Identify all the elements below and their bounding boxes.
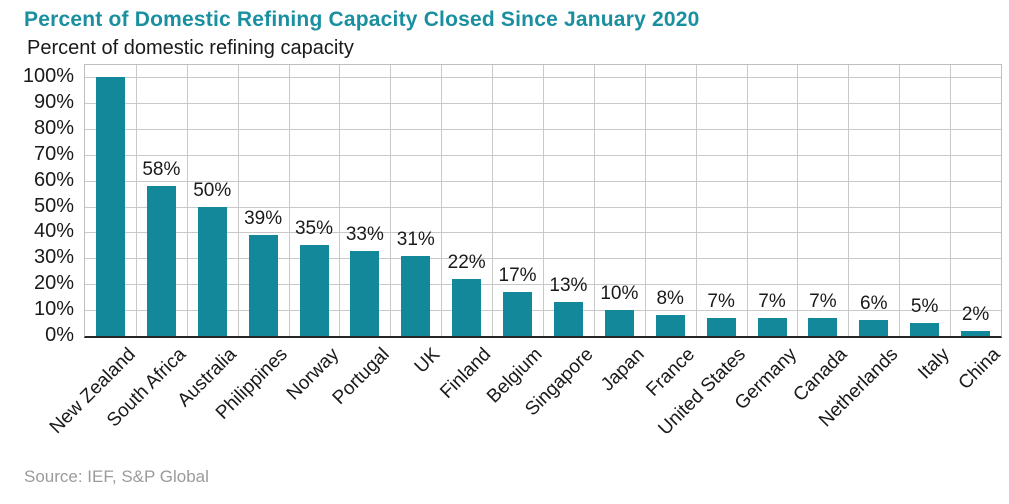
vertical-gridline [644,65,646,336]
plot-area: 58% 50% 39% 35% 33% 31% 22% 17% 13% 10% 8% 7% 7% 7% 6%… [84,64,1002,338]
vertical-gridline [746,65,748,336]
bar-uk [401,255,431,336]
bar-value-label: 7% [758,290,786,312]
chart-title: Percent of Domestic Refining Capacity Cl… [24,8,700,31]
bar-value-label: 13% [549,275,588,297]
bar-china [961,330,991,336]
vertical-gridline [492,65,494,336]
vertical-gridline [695,65,697,336]
y-tick-label: 100% [22,65,74,87]
bar-value-label: 10% [600,283,639,305]
y-tick-label: 30% [33,246,74,269]
vertical-gridline [339,65,341,336]
bar-value-label: 31% [396,228,435,250]
bar-netherlands [859,320,889,336]
bar-japan [604,310,634,336]
vertical-gridline [390,65,392,336]
bar-value-label: 22% [447,252,486,274]
bar-value-label: 58% [142,158,181,180]
bar-italy [910,323,940,336]
vertical-gridline [237,65,239,336]
vertical-gridline [899,65,901,336]
x-category-label: Italy [914,344,954,384]
bar-south-africa [146,185,176,336]
bar-united-states [706,317,736,336]
bar-singapore [553,302,583,336]
bar-philippines [248,235,278,336]
y-tick-label: 40% [33,220,74,243]
bar-value-label: 8% [656,288,684,310]
bar-value-label: 5% [910,296,939,318]
y-tick-label: 80% [33,116,74,139]
bar-value-label: 50% [193,179,232,201]
y-tick-label: 60% [33,168,74,191]
vertical-gridline [950,65,952,336]
bar-value-label: 35% [294,218,334,240]
y-tick-label: 20% [33,272,74,295]
vertical-gridline [543,65,544,336]
vertical-gridline [593,65,595,336]
y-tick-label: 90% [33,90,74,113]
bar-value-label: 7% [809,290,837,312]
vertical-gridline [797,65,799,336]
vertical-gridline [186,65,188,336]
bar-portugal [350,250,380,336]
y-tick-label: 70% [33,142,74,165]
y-tick-label: 0% [45,324,74,346]
bar-value-label: 7% [707,290,735,312]
bar-france [655,315,685,336]
bar-new-zealand [95,77,125,336]
y-tick-label: 50% [33,194,74,217]
y-axis-tick-labels: 0% 10% 20% 30% 40% 50% 60% 70% 80% 90% 100% [0,64,74,346]
vertical-gridline [135,65,137,336]
vertical-gridline [288,65,290,336]
y-tick-label: 10% [33,298,74,321]
source-note: Source: IEF, S&P Global [24,467,209,486]
bar-value-label: 6% [860,293,888,315]
bar-canada [808,317,838,336]
x-axis-category-labels: New Zealand South Africa Australia Philippi… [45,341,1004,463]
bar-value-label: 2% [961,303,990,325]
bar-norway [299,245,329,336]
bar-value-label: 33% [345,223,384,245]
bar-value-label: 39% [244,208,283,229]
x-category-label: Japan [596,344,649,396]
x-category-label: UK [411,344,445,378]
bar-germany [757,317,787,336]
bar-belgium [503,291,533,336]
x-category-label: China [954,344,1005,394]
vertical-gridline [848,65,850,336]
vertical-gridline [441,65,443,336]
bar-value-label: 17% [498,264,537,286]
bar-australia [197,206,227,336]
chart-subtitle: Percent of domestic refining capacity [27,37,354,59]
bar-finland [452,279,482,336]
